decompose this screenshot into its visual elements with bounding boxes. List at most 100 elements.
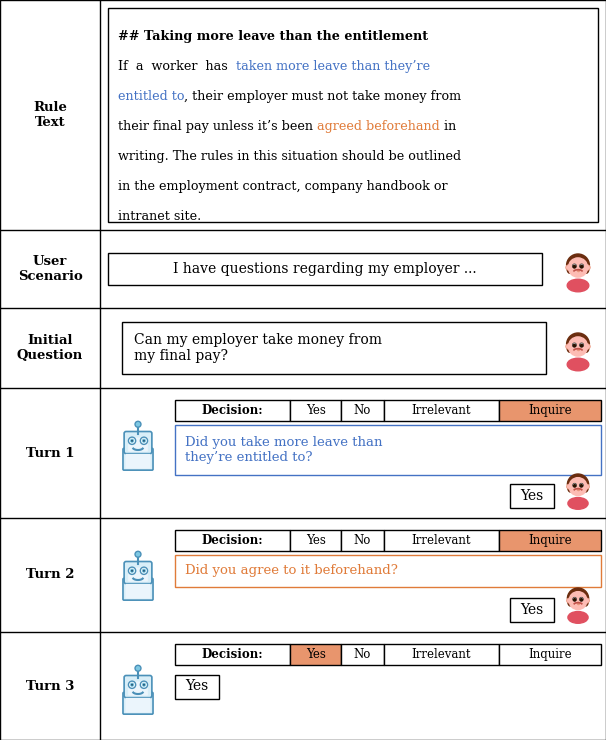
Circle shape <box>585 344 590 349</box>
Bar <box>175 530 290 551</box>
Text: Irrelevant: Irrelevant <box>411 404 471 417</box>
Circle shape <box>579 343 584 347</box>
Bar <box>108 253 542 285</box>
Circle shape <box>130 682 134 687</box>
Text: , their employer must not take money from: , their employer must not take money fro… <box>184 90 462 103</box>
Circle shape <box>142 439 146 443</box>
Ellipse shape <box>568 481 573 492</box>
Circle shape <box>573 266 576 268</box>
Text: Did you agree to it beforehand?: Did you agree to it beforehand? <box>185 564 398 577</box>
Bar <box>122 322 546 374</box>
Circle shape <box>573 344 576 347</box>
Bar <box>175 674 219 699</box>
Bar <box>108 8 598 222</box>
FancyBboxPatch shape <box>124 431 152 454</box>
Ellipse shape <box>567 358 589 371</box>
Bar <box>384 400 499 420</box>
Text: Inquire: Inquire <box>528 404 571 417</box>
Circle shape <box>572 343 576 347</box>
Text: I have questions regarding my employer ...: I have questions regarding my employer .… <box>173 262 477 276</box>
Bar <box>499 530 601 551</box>
Text: taken more leave than they’re: taken more leave than they’re <box>236 60 430 73</box>
Bar <box>510 484 554 508</box>
Circle shape <box>565 344 571 349</box>
Bar <box>384 644 499 665</box>
Circle shape <box>568 258 588 277</box>
Text: agreed beforehand: agreed beforehand <box>317 120 440 133</box>
Text: Irrelevant: Irrelevant <box>411 534 471 547</box>
Wedge shape <box>567 474 588 485</box>
Circle shape <box>581 266 583 268</box>
Circle shape <box>135 551 141 557</box>
Circle shape <box>128 437 136 445</box>
Wedge shape <box>567 588 588 599</box>
Circle shape <box>572 264 576 268</box>
Text: Turn 2: Turn 2 <box>25 568 75 582</box>
Wedge shape <box>567 333 590 344</box>
Text: Initial
Question: Initial Question <box>17 334 83 362</box>
Circle shape <box>131 570 133 572</box>
Text: Yes: Yes <box>305 404 325 417</box>
Circle shape <box>579 264 584 268</box>
FancyBboxPatch shape <box>128 568 148 582</box>
Text: writing. The rules in this situation should be outlined: writing. The rules in this situation sho… <box>118 150 461 163</box>
Circle shape <box>128 681 136 688</box>
Circle shape <box>143 684 145 686</box>
Circle shape <box>584 598 590 603</box>
Bar <box>175 554 601 587</box>
Circle shape <box>130 439 134 443</box>
Bar <box>499 644 601 665</box>
Circle shape <box>141 681 148 688</box>
Circle shape <box>141 437 148 445</box>
Text: Yes: Yes <box>305 648 325 661</box>
Circle shape <box>585 265 590 270</box>
Circle shape <box>568 337 588 356</box>
Text: User
Scenario: User Scenario <box>18 255 82 283</box>
Ellipse shape <box>584 481 588 492</box>
FancyBboxPatch shape <box>124 562 152 584</box>
Text: Irrelevant: Irrelevant <box>411 648 471 661</box>
Bar <box>510 598 554 622</box>
Circle shape <box>141 567 148 574</box>
Circle shape <box>135 665 141 671</box>
Ellipse shape <box>584 595 588 606</box>
Ellipse shape <box>567 279 589 292</box>
Ellipse shape <box>568 611 588 623</box>
Bar <box>290 530 341 551</box>
Text: Decision:: Decision: <box>202 648 264 661</box>
Text: intranet site.: intranet site. <box>118 210 201 223</box>
Bar <box>290 644 341 665</box>
Circle shape <box>142 568 146 573</box>
Ellipse shape <box>584 341 589 352</box>
Text: Turn 1: Turn 1 <box>25 446 75 460</box>
Circle shape <box>567 484 571 489</box>
Text: Can my employer take money from
my final pay?: Can my employer take money from my final… <box>134 333 382 363</box>
Ellipse shape <box>567 262 572 273</box>
Bar <box>341 644 384 665</box>
Circle shape <box>579 597 584 601</box>
Circle shape <box>580 485 582 487</box>
Bar <box>175 644 290 665</box>
Text: Decision:: Decision: <box>202 404 264 417</box>
Text: ## Taking more leave than the entitlement: ## Taking more leave than the entitlemen… <box>118 30 428 43</box>
Bar <box>290 400 341 420</box>
Text: Yes: Yes <box>521 603 544 617</box>
Circle shape <box>580 599 582 601</box>
Circle shape <box>142 682 146 687</box>
Text: Yes: Yes <box>521 489 544 503</box>
FancyBboxPatch shape <box>128 682 148 696</box>
Circle shape <box>143 440 145 442</box>
Ellipse shape <box>568 497 588 509</box>
Circle shape <box>128 567 136 574</box>
Circle shape <box>581 344 583 347</box>
FancyBboxPatch shape <box>124 676 152 698</box>
FancyBboxPatch shape <box>123 448 153 470</box>
FancyBboxPatch shape <box>123 693 153 714</box>
Bar <box>175 425 601 474</box>
Circle shape <box>573 599 576 601</box>
Circle shape <box>573 485 576 487</box>
Ellipse shape <box>568 595 573 606</box>
Circle shape <box>130 568 134 573</box>
Circle shape <box>579 483 584 487</box>
Text: Decision:: Decision: <box>202 534 264 547</box>
